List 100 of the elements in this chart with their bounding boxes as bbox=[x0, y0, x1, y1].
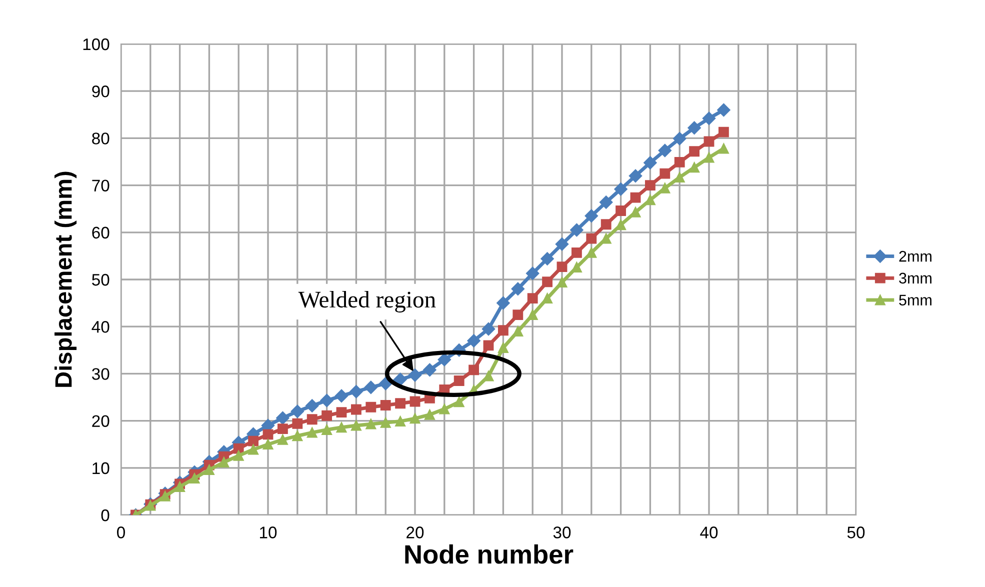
point bbox=[586, 233, 597, 244]
point bbox=[556, 262, 568, 272]
y-axis-title: Displacement (mm) bbox=[54, 172, 77, 387]
point bbox=[674, 172, 685, 182]
point bbox=[467, 334, 480, 348]
point bbox=[644, 156, 657, 170]
point bbox=[424, 409, 435, 420]
y-tick-label: 40 bbox=[92, 321, 110, 333]
point bbox=[570, 223, 584, 237]
point bbox=[394, 372, 407, 386]
y-tick-label: 10 bbox=[92, 462, 110, 474]
x-tick-label: 10 bbox=[260, 526, 277, 538]
point bbox=[600, 219, 612, 230]
point bbox=[454, 376, 464, 386]
y-tick-label: 90 bbox=[92, 86, 110, 98]
point bbox=[511, 282, 524, 296]
x-tick-label: 40 bbox=[700, 526, 718, 538]
point bbox=[540, 252, 554, 266]
point bbox=[482, 322, 496, 336]
point bbox=[379, 377, 392, 390]
point bbox=[306, 399, 319, 412]
point bbox=[218, 457, 230, 468]
point bbox=[630, 206, 641, 218]
point bbox=[395, 416, 406, 426]
point bbox=[496, 296, 510, 310]
point bbox=[380, 400, 391, 410]
point bbox=[512, 326, 524, 337]
point bbox=[277, 434, 288, 445]
point bbox=[306, 427, 318, 438]
point bbox=[527, 310, 538, 320]
point bbox=[498, 342, 508, 354]
point bbox=[542, 293, 553, 304]
point bbox=[423, 363, 436, 377]
x-tick-label: 0 bbox=[117, 526, 125, 538]
point bbox=[336, 407, 347, 418]
point bbox=[584, 209, 598, 223]
point bbox=[689, 162, 700, 173]
point bbox=[350, 420, 362, 431]
point bbox=[616, 220, 626, 230]
point bbox=[366, 402, 376, 412]
point bbox=[454, 396, 464, 408]
x-tick-label: 50 bbox=[847, 526, 865, 538]
point bbox=[702, 112, 716, 126]
point bbox=[204, 464, 214, 475]
point bbox=[408, 368, 422, 382]
point bbox=[410, 396, 420, 407]
point bbox=[336, 422, 347, 433]
y-tick-label: 30 bbox=[92, 368, 110, 380]
point bbox=[674, 157, 685, 168]
point bbox=[542, 276, 553, 288]
point bbox=[395, 398, 406, 409]
point bbox=[380, 417, 391, 428]
point bbox=[174, 482, 186, 492]
point bbox=[262, 429, 274, 440]
point bbox=[704, 152, 714, 163]
x-tick-label: 20 bbox=[406, 526, 424, 538]
point bbox=[439, 404, 450, 414]
point bbox=[512, 310, 524, 320]
point bbox=[483, 340, 494, 351]
point bbox=[600, 233, 612, 244]
point bbox=[616, 206, 626, 216]
point bbox=[630, 192, 641, 203]
legend-label: 2mm bbox=[899, 250, 932, 262]
point bbox=[718, 126, 729, 138]
point bbox=[673, 132, 686, 146]
point bbox=[364, 380, 378, 394]
point bbox=[689, 146, 700, 157]
point bbox=[320, 394, 334, 408]
y-tick-label: 100 bbox=[83, 38, 110, 50]
y-tick-label: 0 bbox=[101, 509, 110, 522]
point bbox=[688, 121, 701, 134]
y-tick-label: 60 bbox=[92, 226, 110, 239]
point bbox=[555, 238, 569, 251]
point bbox=[438, 352, 451, 366]
point bbox=[586, 247, 597, 258]
legend-label: 3mm bbox=[899, 272, 932, 284]
point bbox=[498, 325, 508, 336]
point bbox=[660, 168, 670, 179]
point bbox=[350, 385, 363, 398]
y-tick-label: 50 bbox=[92, 274, 110, 286]
x-tick-label: 30 bbox=[553, 526, 571, 538]
point bbox=[277, 424, 288, 434]
point bbox=[248, 444, 259, 455]
point bbox=[334, 389, 348, 402]
annotation: Welded region bbox=[298, 290, 436, 312]
point bbox=[526, 266, 540, 280]
point bbox=[189, 473, 200, 484]
y-tick-label: 80 bbox=[92, 132, 110, 144]
y-tick-label: 20 bbox=[92, 415, 110, 428]
point bbox=[322, 424, 332, 435]
point bbox=[644, 180, 656, 191]
x-axis-title: Node number bbox=[405, 544, 574, 564]
point bbox=[483, 370, 494, 382]
point bbox=[292, 418, 303, 429]
y-tick-label: 70 bbox=[92, 180, 110, 192]
point bbox=[468, 364, 480, 376]
point bbox=[233, 450, 244, 461]
point bbox=[614, 182, 628, 196]
point bbox=[704, 136, 714, 147]
point bbox=[717, 103, 730, 117]
